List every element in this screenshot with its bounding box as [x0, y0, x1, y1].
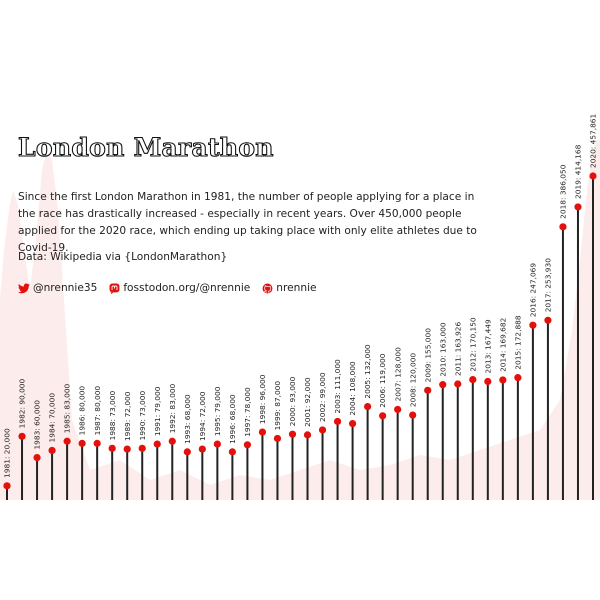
lollipop-point — [424, 386, 432, 394]
data-label: 2010: 163,000 — [438, 322, 447, 377]
data-label: 2019: 414,168 — [574, 144, 583, 199]
data-label: 2001: 92,000 — [303, 377, 312, 427]
data-label: 1999: 87,000 — [273, 381, 282, 431]
lollipop-point — [589, 172, 597, 180]
data-label: 2018: 386,050 — [559, 164, 568, 219]
data-label: 1992: 83,000 — [168, 383, 177, 433]
lollipop-point — [108, 444, 116, 452]
data-label: 2008: 120,000 — [408, 353, 417, 408]
data-label: 1991: 79,000 — [153, 386, 162, 436]
lollipop-point — [394, 405, 402, 414]
data-label: 1997: 78,000 — [243, 387, 252, 437]
data-label: 2007: 128,000 — [393, 347, 402, 402]
lollipop-point — [258, 428, 267, 436]
data-label: 2005: 132,000 — [363, 344, 372, 399]
lollipop-point — [93, 439, 101, 447]
lollipop-point — [3, 482, 11, 490]
lollipop-point — [198, 445, 206, 453]
github-handle: nrennie — [276, 282, 317, 294]
background-area — [0, 140, 600, 500]
social-links: @nrennie35 fosstodon.org/@nrennie nrenni… — [18, 282, 329, 294]
lollipop-point — [559, 223, 567, 231]
data-label: 2015: 172,888 — [513, 315, 522, 370]
data-label: 2012: 170,150 — [468, 317, 477, 372]
data-label: 2003: 111,000 — [333, 359, 342, 414]
lollipop-point — [78, 439, 86, 447]
lollipop-point — [439, 381, 447, 389]
data-label: 1982: 90,000 — [18, 379, 27, 429]
lollipop-point — [574, 203, 582, 211]
twitter-link[interactable]: @nrennie35 — [18, 282, 97, 294]
data-label: 1988: 73,000 — [108, 391, 117, 441]
lollipop-point — [123, 445, 131, 453]
github-icon — [262, 283, 273, 293]
data-label: 1994: 72,000 — [198, 391, 207, 441]
data-label: 2020: 457,861 — [589, 113, 598, 168]
data-label: 2009: 155,000 — [423, 328, 432, 383]
lollipop-point — [318, 426, 327, 434]
lollipop-points — [3, 172, 597, 490]
lollipop-point — [228, 448, 236, 456]
data-label: 2002: 99,000 — [318, 372, 327, 422]
lollipop-point — [303, 431, 312, 439]
lollipop-point — [499, 376, 507, 384]
lollipop-point — [153, 440, 161, 448]
data-label: 1983: 60,000 — [33, 400, 42, 450]
data-labels: 1981: 20,000 1982: 90,000 1983: 60,000 1984… — [3, 113, 598, 477]
lollipop-point — [288, 430, 297, 438]
mastodon-icon — [109, 283, 120, 294]
data-label: 2006: 119,000 — [378, 353, 387, 408]
lollipop-point — [273, 434, 282, 443]
data-label: 1985: 83,000 — [63, 383, 72, 433]
lollipop-point — [514, 374, 522, 382]
lollipop-point — [379, 412, 387, 420]
lollipop-point — [138, 444, 146, 452]
lollipop-point — [484, 377, 492, 386]
lollipop-point — [333, 417, 342, 426]
lollipop-point — [409, 411, 417, 419]
data-label: 2017: 253,930 — [544, 258, 553, 313]
lollipop-stems — [6, 176, 594, 500]
data-source: Data: Wikipedia via {LondonMarathon} — [18, 251, 228, 263]
data-label: 2014: 169,682 — [498, 318, 507, 372]
twitter-handle: @nrennie35 — [33, 282, 98, 294]
lollipop-point — [18, 432, 26, 440]
lollipop-point — [183, 448, 191, 456]
data-label: 2011: 163,926 — [453, 321, 462, 376]
data-label: 1998: 96,000 — [258, 374, 267, 424]
github-link[interactable]: nrennie — [262, 282, 317, 294]
data-label: 1984: 70,000 — [48, 393, 57, 443]
data-label: 1990: 73,000 — [138, 391, 147, 441]
lollipop-point — [469, 375, 477, 384]
data-label: 1989: 72,000 — [123, 391, 132, 441]
mastodon-handle: fosstodon.org/@nrennie — [123, 282, 251, 294]
lollipop-point — [364, 402, 372, 411]
lollipop-point — [33, 453, 41, 462]
mastodon-link[interactable]: fosstodon.org/@nrennie — [109, 282, 250, 294]
lollipop-point — [544, 316, 552, 324]
lollipop-point — [243, 441, 252, 449]
data-label: 1986: 80,000 — [78, 386, 87, 436]
twitter-icon — [18, 283, 30, 293]
data-label: 1995: 79,000 — [213, 386, 222, 436]
lollipop-point — [63, 437, 71, 445]
data-label: 2004: 108,000 — [348, 361, 357, 416]
lollipop-point — [213, 440, 221, 448]
data-label: 1996: 68,000 — [228, 394, 237, 444]
lollipop-point — [168, 437, 176, 445]
data-label: 2013: 167,449 — [483, 319, 492, 374]
lollipop-point — [529, 321, 537, 329]
lollipop-point — [48, 446, 56, 455]
chart-title: London Marathon — [17, 132, 274, 162]
data-label: 1981: 20,000 — [3, 428, 12, 478]
data-label: 1993: 68,000 — [183, 394, 192, 444]
data-label: 2016: 247,069 — [528, 263, 537, 318]
data-label: 2000: 93,000 — [288, 376, 297, 426]
lollipop-point — [454, 380, 462, 388]
data-label: 1987: 80,000 — [93, 386, 102, 436]
lollipop-point — [348, 419, 357, 428]
chart-description: Since the first London Marathon in 1981,… — [18, 191, 477, 254]
